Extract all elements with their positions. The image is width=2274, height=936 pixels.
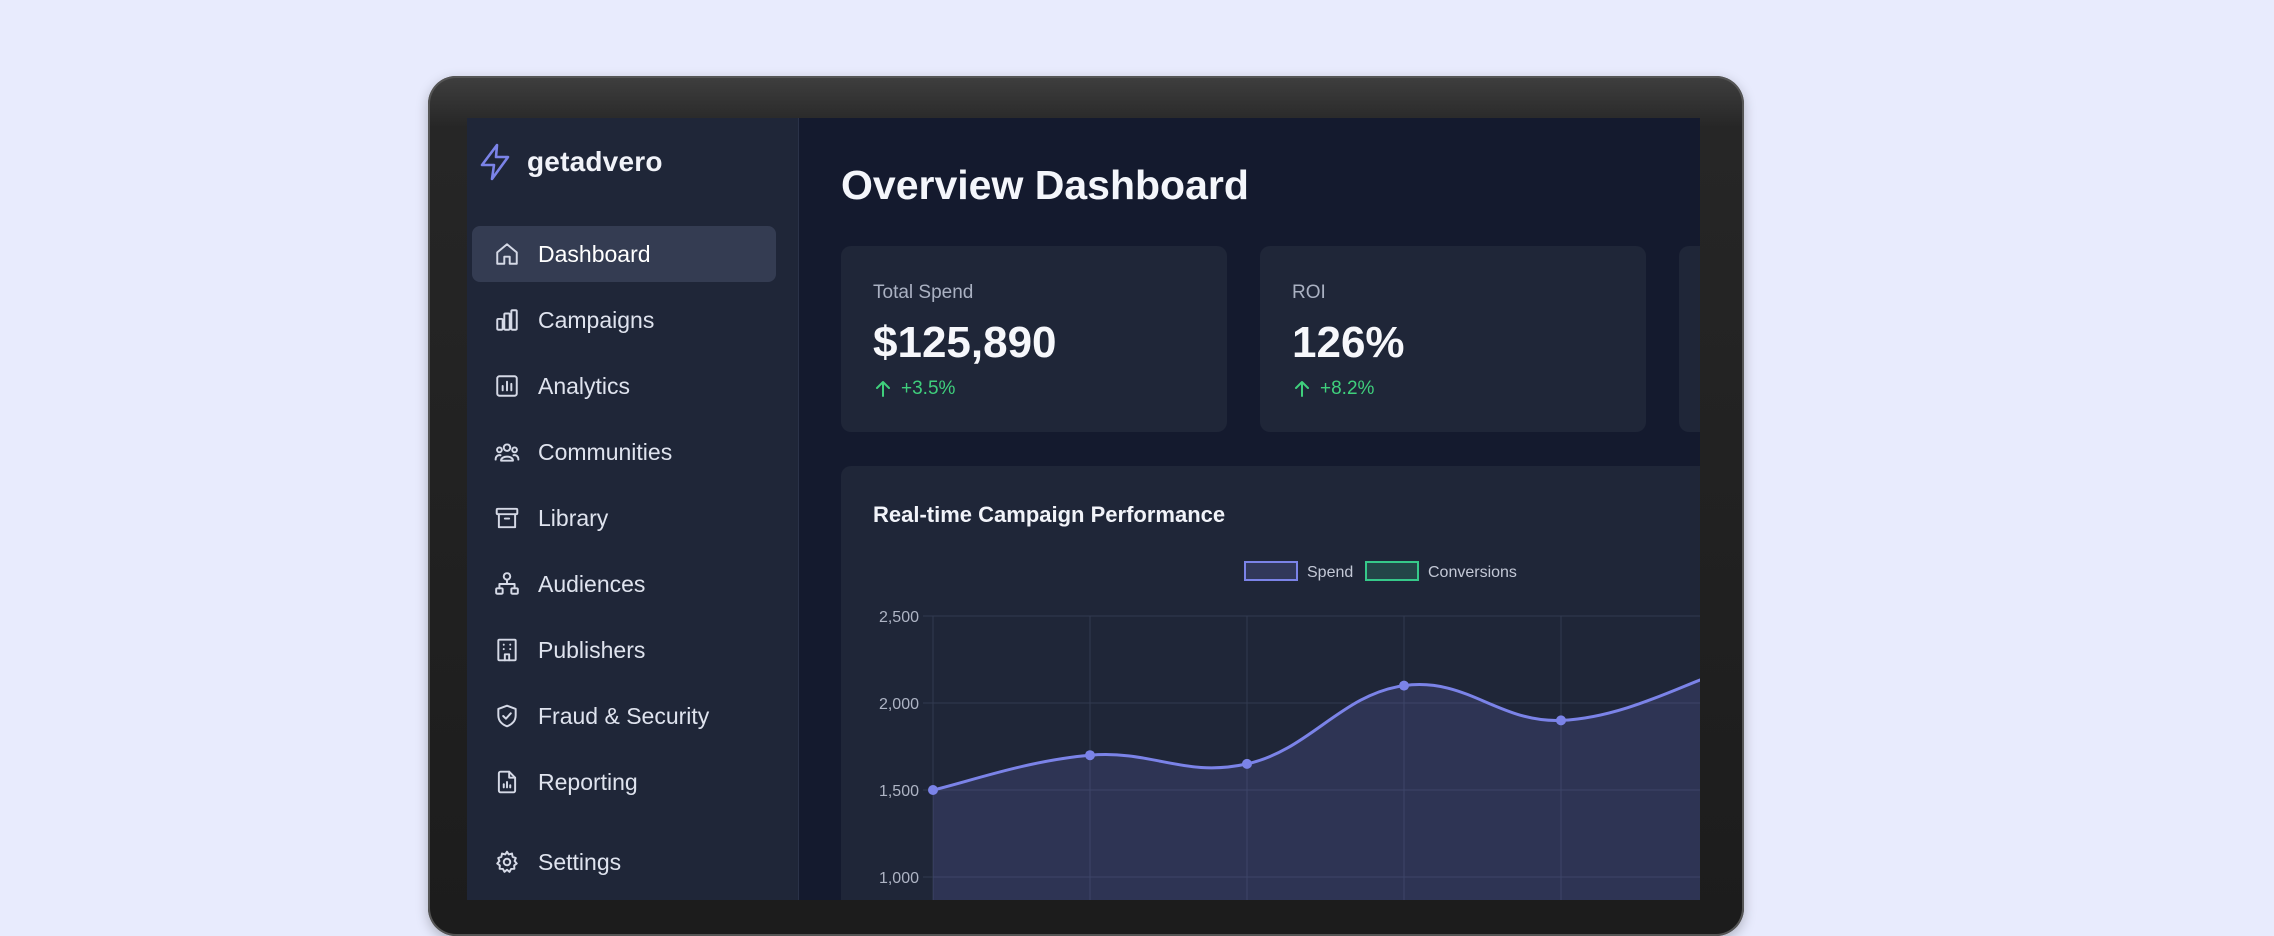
analytics-icon [494, 373, 520, 399]
sidebar-item-library[interactable]: Library [472, 490, 776, 546]
y-tick-label: 1,500 [879, 783, 919, 800]
sidebar-item-label: Campaigns [538, 306, 655, 333]
performance-chart: Spend Conversions 2,500 2,000 1,500 1,000 [879, 561, 1700, 900]
y-tick-label: 1,000 [879, 870, 919, 887]
legend-label: Conversions [1428, 564, 1517, 581]
sidebar-item-label: Fraud & Security [538, 702, 710, 729]
y-tick-label: 2,000 [879, 696, 919, 713]
brand[interactable]: getadvero [477, 142, 663, 182]
sidebar-item-communities[interactable]: Communities [472, 424, 776, 480]
stat-card-total-spend[interactable]: Total Spend $125,890 +3.5% [841, 246, 1227, 432]
spend-point [1399, 680, 1409, 691]
brand-name: getadvero [527, 146, 663, 177]
stat-card-roi[interactable]: ROI 126% +8.2% [1260, 246, 1646, 432]
sidebar-item-fraud-security[interactable]: Fraud & Security [472, 688, 776, 744]
home-icon [494, 241, 520, 267]
legend-label: Spend [1307, 564, 1353, 581]
sidebar-item-label: Analytics [538, 372, 631, 399]
stat-label: Total Spend [873, 282, 974, 303]
spend-point [1556, 715, 1566, 726]
app-screen: getadvero Dashboard Campaigns Analytics … [467, 118, 1700, 900]
arrow-up-icon [1295, 381, 1309, 397]
sidebar-item-reporting[interactable]: Reporting [472, 754, 776, 810]
document-chart-icon [494, 769, 520, 795]
sidebar-item-settings[interactable]: Settings [472, 834, 776, 890]
users-group-icon [494, 439, 520, 465]
sidebar-item-label: Settings [538, 848, 622, 875]
gear-icon [494, 849, 520, 875]
sidebar-item-analytics[interactable]: Analytics [472, 358, 776, 414]
sidebar-item-label: Audiences [538, 570, 646, 597]
sidebar-item-campaigns[interactable]: Campaigns [472, 292, 776, 348]
spend-point [1242, 758, 1252, 769]
stat-label: ROI [1292, 282, 1326, 303]
sidebar: getadvero Dashboard Campaigns Analytics … [467, 118, 799, 900]
stat-value: 126% [1292, 318, 1405, 367]
y-tick-label: 2,500 [879, 609, 919, 626]
lightning-icon [480, 143, 510, 181]
spend-point [1085, 750, 1095, 761]
chart-title: Real-time Campaign Performance [873, 502, 1226, 527]
stat-change: +3.5% [873, 378, 955, 400]
spend-point [928, 785, 938, 795]
bar-chart-icon [494, 307, 520, 333]
sidebar-item-audiences[interactable]: Audiences [472, 556, 776, 612]
stat-change: +8.2% [1292, 378, 1374, 400]
sidebar-item-label: Communities [538, 438, 673, 465]
legend-swatch [1244, 561, 1298, 581]
stat-card-partial[interactable] [1679, 246, 1700, 432]
shield-icon [494, 703, 520, 729]
sidebar-item-label: Publishers [538, 636, 646, 663]
spend-line [932, 678, 1700, 792]
legend-swatch [1365, 561, 1419, 581]
sidebar-item-publishers[interactable]: Publishers [472, 622, 776, 678]
archive-icon [494, 505, 520, 531]
spend-area [933, 679, 1700, 900]
performance-chart-card: Real-time Campaign Performance Spend Conv… [841, 466, 1700, 900]
sidebar-item-dashboard[interactable]: Dashboard [472, 226, 776, 282]
stat-change-value: +3.5% [901, 378, 956, 399]
network-icon [494, 571, 520, 597]
main-content: Overview Dashboard Total Spend $125,890 … [799, 118, 1700, 900]
page-title: Overview Dashboard [841, 162, 1249, 208]
sidebar-item-label: Library [538, 504, 609, 531]
building-icon [494, 637, 520, 663]
sidebar-item-label: Reporting [538, 768, 638, 795]
stat-change-value: +8.2% [1320, 378, 1375, 399]
stat-value: $125,890 [873, 318, 1057, 367]
arrow-up-icon [876, 381, 890, 397]
sidebar-item-label: Dashboard [538, 240, 651, 267]
